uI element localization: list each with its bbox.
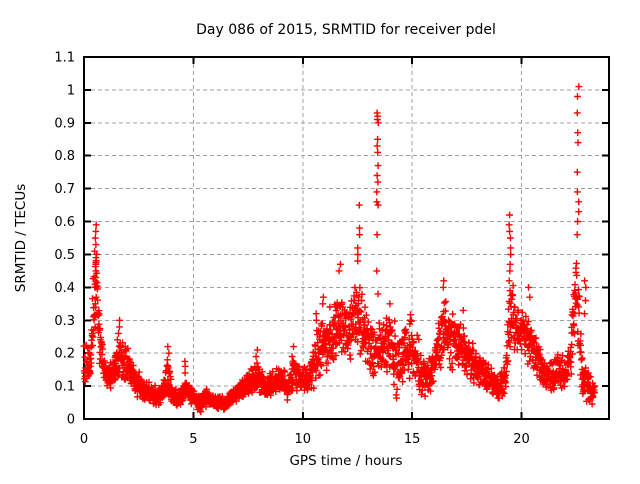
x-tick-label: 10	[294, 432, 311, 447]
y-tick-label: 0.9	[54, 116, 75, 131]
y-tick-label: 0.5	[54, 248, 75, 263]
y-tick-label: 1	[67, 83, 75, 98]
y-tick-label: 0.6	[54, 215, 75, 230]
x-tick-label: 15	[404, 432, 421, 447]
y-tick-label: 0.2	[54, 347, 75, 362]
data-points	[80, 83, 598, 416]
x-tick-label: 5	[189, 432, 197, 447]
y-axis-label: SRMTID / TECUs	[13, 184, 29, 292]
y-tick-label: 0.1	[54, 380, 75, 395]
plot-border	[83, 56, 610, 420]
y-tick-label: 0.3	[54, 314, 75, 329]
chart-title: Day 086 of 2015, SRMTID for receiver pde…	[196, 22, 496, 38]
x-tick-label: 20	[513, 432, 530, 447]
y-tick-label: 0.7	[54, 182, 75, 197]
y-tick-label: 0.4	[54, 281, 75, 296]
y-tick-label: 0.8	[54, 149, 75, 164]
y-tick-label: 0	[67, 413, 75, 428]
y-tick-label: 1.1	[54, 51, 75, 66]
tick-labels: 0 0.1 0.2 0.3 0.4 0.5 0.6 0.7 0.8 0.9 1 1.1 0 5 10 15 20	[54, 51, 529, 448]
x-tick-label: 0	[80, 432, 88, 447]
x-axis-label: GPS time / hours	[289, 453, 402, 469]
